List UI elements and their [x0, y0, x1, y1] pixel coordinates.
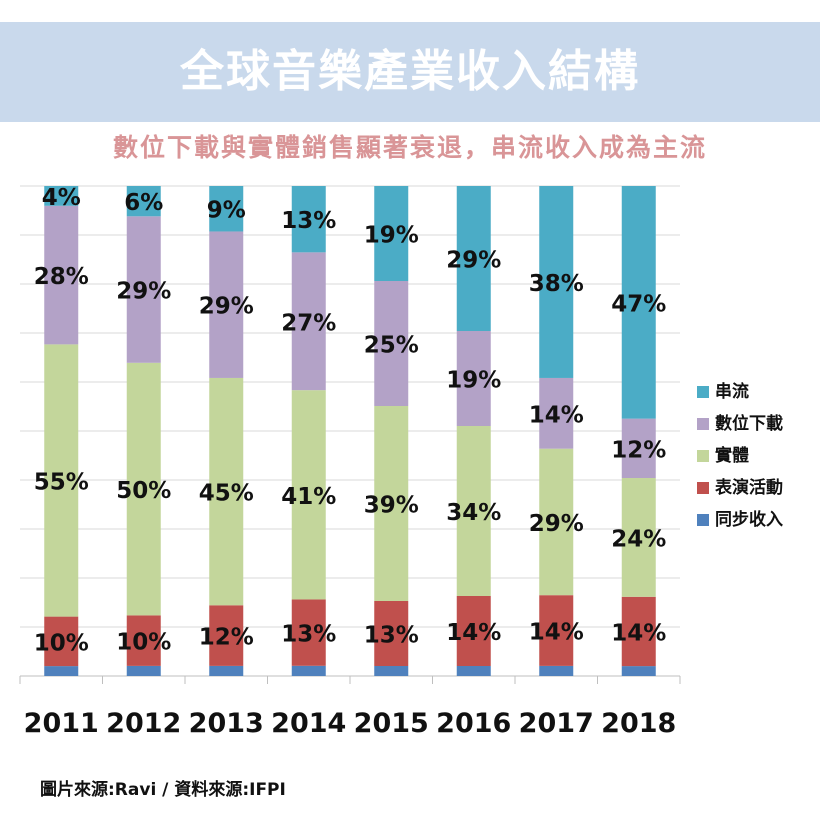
- x-tick-label: 2014: [271, 708, 346, 739]
- data-label: 13%: [281, 208, 336, 234]
- bar-segment-2015-s2: [374, 406, 409, 601]
- bar-segment-2011-s0: [44, 666, 79, 676]
- chart-subtitle: 數位下載與實體銷售顯著衰退，串流收入成為主流: [112, 133, 707, 162]
- bar-segment-2012-s3: [126, 216, 161, 363]
- bar-segment-2011-s1: [44, 616, 79, 667]
- bar-segment-2012-s1: [126, 615, 161, 666]
- bar-segment-2014-s3: [291, 252, 326, 391]
- bar-segment-2017-s1: [539, 595, 574, 666]
- data-label: 19%: [446, 368, 501, 394]
- legend-label: 實體: [715, 445, 749, 466]
- data-label: 41%: [281, 484, 336, 510]
- bar-segment-2012-s4: [126, 186, 161, 217]
- bar-segment-2018-s1: [621, 596, 656, 667]
- bar-segment-2018-s2: [621, 478, 656, 597]
- title-band: [0, 22, 820, 122]
- data-label: 9%: [207, 198, 246, 224]
- data-label: 47%: [611, 291, 666, 317]
- chart-title: 全球音樂產業收入結構: [180, 46, 640, 97]
- data-label: 10%: [34, 630, 89, 656]
- bar-segment-2013-s0: [209, 665, 244, 676]
- data-label: 38%: [529, 271, 584, 297]
- bar-segment-2013-s2: [209, 377, 244, 606]
- bar-segment-2014-s4: [291, 186, 326, 253]
- bar-segment-2016-s4: [456, 186, 491, 331]
- bar-segment-2016-s3: [456, 331, 491, 426]
- data-label: 19%: [364, 223, 419, 249]
- bar-segment-2014-s0: [291, 665, 326, 676]
- bar-segment-2018-s4: [621, 186, 656, 419]
- x-tick-label: 2018: [601, 708, 676, 739]
- bar-segment-2015-s3: [374, 281, 409, 406]
- data-label: 50%: [116, 478, 171, 504]
- data-label: 6%: [124, 190, 163, 216]
- bar-segment-2016-s1: [456, 596, 491, 666]
- bar-segment-2017-s2: [539, 448, 574, 596]
- bar-segment-2013-s3: [209, 231, 244, 378]
- bar-segment-2015-s0: [374, 666, 409, 676]
- x-tick-label: 2011: [24, 708, 99, 739]
- bar-segment-2016-s0: [456, 666, 491, 676]
- data-label: 13%: [364, 623, 419, 649]
- bar-segment-2014-s1: [291, 599, 326, 666]
- bar-segment-2017-s3: [539, 377, 574, 449]
- legend-swatch: [697, 418, 709, 430]
- data-label: 55%: [34, 469, 89, 495]
- data-label: 29%: [529, 511, 584, 537]
- bar-segment-2017-s0: [539, 665, 574, 676]
- bar-segment-2013-s1: [209, 605, 244, 666]
- legend-swatch: [697, 450, 709, 462]
- data-label: 14%: [529, 402, 584, 428]
- bar-segment-2017-s4: [539, 186, 574, 378]
- legend-label: 數位下載: [715, 413, 783, 434]
- data-label: 14%: [446, 620, 501, 646]
- data-label: 27%: [281, 310, 336, 336]
- bar-segment-2013-s4: [209, 186, 244, 232]
- data-label: 28%: [34, 264, 89, 290]
- x-tick-label: 2017: [519, 708, 594, 739]
- bar-segment-2012-s2: [126, 362, 161, 616]
- data-label: 10%: [116, 630, 171, 656]
- data-label: 12%: [199, 625, 254, 651]
- data-label: 14%: [529, 620, 584, 646]
- data-label: 45%: [199, 481, 254, 507]
- data-label: 34%: [446, 500, 501, 526]
- bar-segment-2018-s3: [621, 418, 656, 479]
- legend-label: 串流: [715, 381, 749, 402]
- bar-segment-2016-s2: [456, 426, 491, 596]
- data-label: 25%: [364, 333, 419, 359]
- bar-segment-2011-s4: [44, 186, 79, 206]
- data-label: 14%: [611, 620, 666, 646]
- legend-swatch: [697, 482, 709, 494]
- x-tick-label: 2016: [436, 708, 511, 739]
- bar-segment-2015-s1: [374, 601, 409, 666]
- source-credit: 圖片來源:Ravi / 資料來源:IFPI: [40, 780, 286, 800]
- data-label: 13%: [281, 622, 336, 648]
- bar-segment-2012-s0: [126, 665, 161, 676]
- bar-segment-2011-s2: [44, 344, 79, 617]
- data-label: 29%: [116, 279, 171, 305]
- legend-swatch: [697, 386, 709, 398]
- x-tick-label: 2012: [106, 708, 181, 739]
- data-label: 24%: [611, 526, 666, 552]
- legend-label: 同步收入: [715, 509, 783, 530]
- data-label: 29%: [199, 294, 254, 320]
- data-label: 4%: [42, 185, 81, 211]
- bar-segment-2018-s0: [621, 666, 656, 676]
- data-label: 29%: [446, 248, 501, 274]
- bar-segment-2015-s4: [374, 186, 409, 281]
- data-label: 12%: [611, 437, 666, 463]
- x-tick-label: 2015: [354, 708, 429, 739]
- bar-segment-2014-s2: [291, 390, 326, 600]
- bar-segment-2011-s3: [44, 205, 79, 345]
- x-tick-label: 2013: [189, 708, 264, 739]
- data-label: 39%: [364, 493, 419, 519]
- legend-swatch: [697, 514, 709, 526]
- legend-label: 表演活動: [715, 477, 783, 498]
